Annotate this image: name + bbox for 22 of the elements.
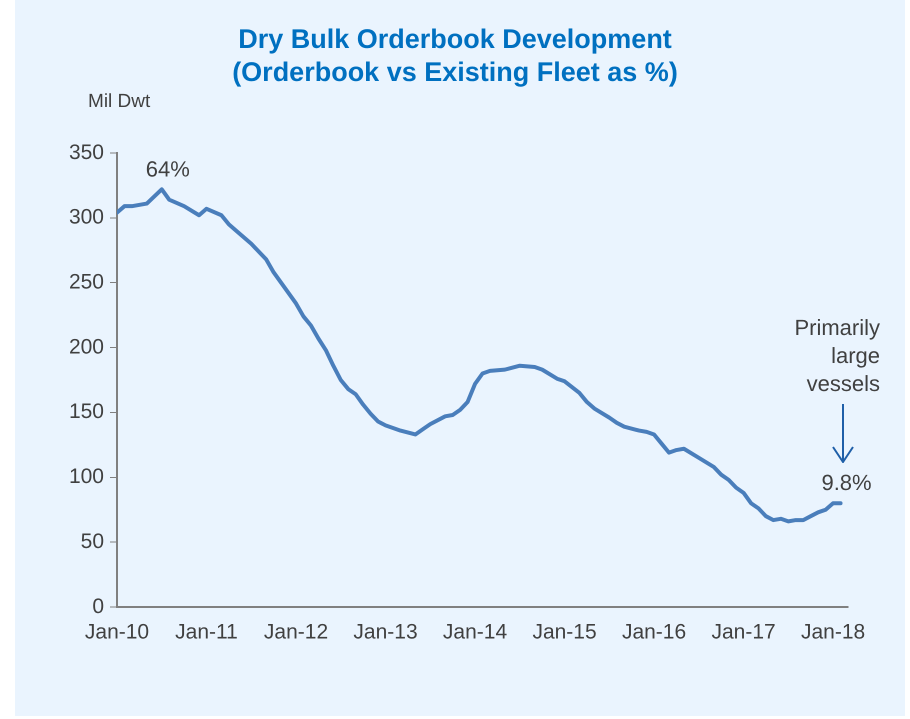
y-tick-label: 50 [80, 530, 104, 553]
y-tick-label: 200 [68, 335, 104, 358]
y-tick-label: 350 [68, 140, 104, 164]
y-tick-label: 0 [92, 594, 104, 618]
x-tick-label: Jan-14 [442, 620, 508, 644]
y-axis-title: Mil Dwt [88, 91, 151, 112]
x-tick-label: Jan-11 [175, 620, 238, 644]
y-tick-label: 100 [68, 465, 104, 488]
x-tick-label: Jan-13 [353, 620, 418, 644]
x-tick-label: Jan-12 [264, 620, 328, 644]
x-tick-label: Jan-17 [711, 620, 776, 644]
x-tick-label: Jan-10 [84, 620, 150, 644]
y-tick-label: 150 [68, 400, 104, 424]
annotation: 64% [146, 156, 190, 182]
y-tick-label: 250 [68, 270, 104, 294]
x-tick-label: Jan-15 [532, 620, 597, 644]
x-tick-label: Jan-16 [622, 620, 686, 644]
y-tick-label: 300 [68, 206, 104, 229]
x-tick-label: Jan-18 [800, 620, 866, 644]
chart-title: Dry Bulk Orderbook Development (Orderbook vs Existing Fleet as %) [232, 24, 678, 87]
annotation: 9.8% [821, 470, 872, 496]
annotation: Primarily large vessels [794, 315, 880, 396]
